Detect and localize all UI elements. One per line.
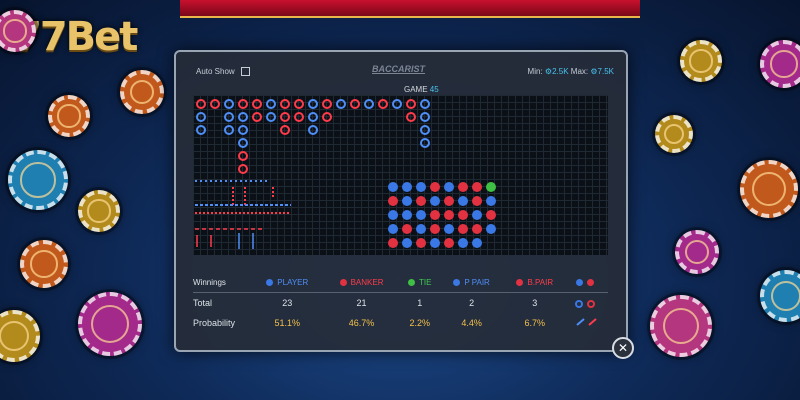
banker-pair-dot-icon [516, 278, 524, 286]
tie-probability: 2.2% [409, 318, 431, 328]
blue-ring-icon [575, 299, 584, 308]
panel-title: BACCARIST [372, 64, 425, 74]
p-pair-probability: 4.4% [461, 318, 482, 328]
casino-chip-icon [8, 150, 68, 210]
road-legend-dots [566, 272, 608, 293]
red-ball-icon [587, 278, 595, 286]
close-button[interactable]: ✕ [612, 337, 634, 359]
banker-dot-icon [339, 278, 347, 286]
b-pair-header: B.PAIR [503, 272, 567, 293]
probability-row: Probability 51.1% 46.7% 2.2% 4.4% 6.7% [193, 313, 608, 333]
casino-chip-icon [120, 70, 164, 114]
statistics-table: Winnings PLAYER BANKER TIE P PAIR B.PAIR… [193, 272, 608, 333]
casino-chip-icon [78, 292, 142, 356]
red-ring-icon [587, 299, 596, 308]
b-pair-probability: 6.7% [524, 318, 546, 328]
blue-ball-icon [576, 278, 584, 286]
max-value: ⚙7.5K [590, 67, 614, 76]
road-map-markers [195, 99, 496, 249]
game-label: GAME [404, 85, 428, 94]
bet-limits: Min: ⚙2.5K Max: ⚙7.5K [528, 67, 614, 76]
max-label: Max: [570, 67, 589, 76]
min-value: ⚙2.5K [544, 67, 569, 76]
casino-chip-icon [760, 40, 800, 88]
total-row: Total 23 21 1 2 3 [193, 293, 608, 314]
casino-chip-icon [740, 160, 798, 218]
probability-label: Probability [193, 318, 236, 328]
p-pair-header: P PAIR [440, 272, 504, 293]
casino-chip-icon [680, 40, 722, 82]
road-map-grid [193, 95, 608, 255]
player-total: 23 [282, 298, 293, 308]
stats-header-row: Winnings PLAYER BANKER TIE P PAIR B.PAIR [193, 272, 608, 293]
casino-chip-icon [78, 190, 120, 232]
casino-chip-icon [0, 10, 36, 52]
banker-total: 21 [356, 298, 367, 308]
casino-chip-icon [20, 240, 68, 288]
casino-chip-icon [655, 115, 693, 153]
auto-show-label: Auto Show [196, 67, 235, 76]
road-legend-slashes [566, 313, 608, 333]
casino-chip-icon [48, 95, 90, 137]
game-indicator: GAME 45 [404, 85, 439, 94]
banker-probability: 46.7% [348, 318, 375, 328]
casino-chip-icon [0, 310, 40, 362]
player-header: PLAYER [251, 272, 324, 293]
banker-header: BANKER [323, 272, 400, 293]
min-label: Min: [527, 67, 543, 76]
player-pair-dot-icon [453, 278, 461, 286]
game-number: 45 [429, 85, 439, 94]
casino-chip-icon [650, 295, 712, 357]
b-pair-total: 3 [532, 298, 538, 308]
top-banner [180, 0, 640, 18]
player-probability: 51.1% [274, 318, 301, 328]
auto-show-checkbox[interactable] [240, 67, 250, 77]
casino-chip-icon [675, 230, 719, 274]
baccarat-scoreboard-panel: Auto Show BACCARIST Min: ⚙2.5K Max: ⚙7.5… [174, 50, 628, 352]
tie-header: TIE [399, 272, 441, 293]
player-dot-icon [266, 278, 274, 286]
casino-chip-icon [760, 270, 800, 322]
p-pair-total: 2 [469, 298, 475, 308]
close-icon: ✕ [617, 341, 629, 355]
auto-show-toggle[interactable]: Auto Show [196, 67, 250, 77]
total-label: Total [193, 298, 213, 308]
panel-header: Auto Show BACCARIST Min: ⚙2.5K Max: ⚙7.5… [176, 52, 626, 88]
tie-total: 1 [417, 298, 423, 308]
road-legend-rings [566, 293, 608, 314]
slash-legend-icon [576, 318, 597, 326]
winnings-label: Winnings [193, 272, 251, 293]
tie-dot-icon [408, 278, 416, 286]
